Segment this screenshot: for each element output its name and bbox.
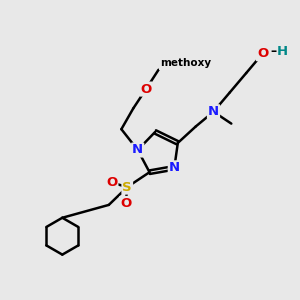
Text: S: S — [122, 181, 132, 194]
Text: O: O — [120, 197, 131, 210]
Text: N: N — [132, 143, 143, 157]
Text: –: – — [271, 45, 277, 58]
Text: methoxy: methoxy — [160, 58, 211, 68]
Text: N: N — [208, 105, 219, 118]
Text: O: O — [106, 176, 117, 189]
Text: N: N — [169, 161, 180, 174]
Text: O: O — [257, 47, 268, 60]
Text: H: H — [277, 45, 288, 58]
Text: O: O — [140, 82, 152, 96]
